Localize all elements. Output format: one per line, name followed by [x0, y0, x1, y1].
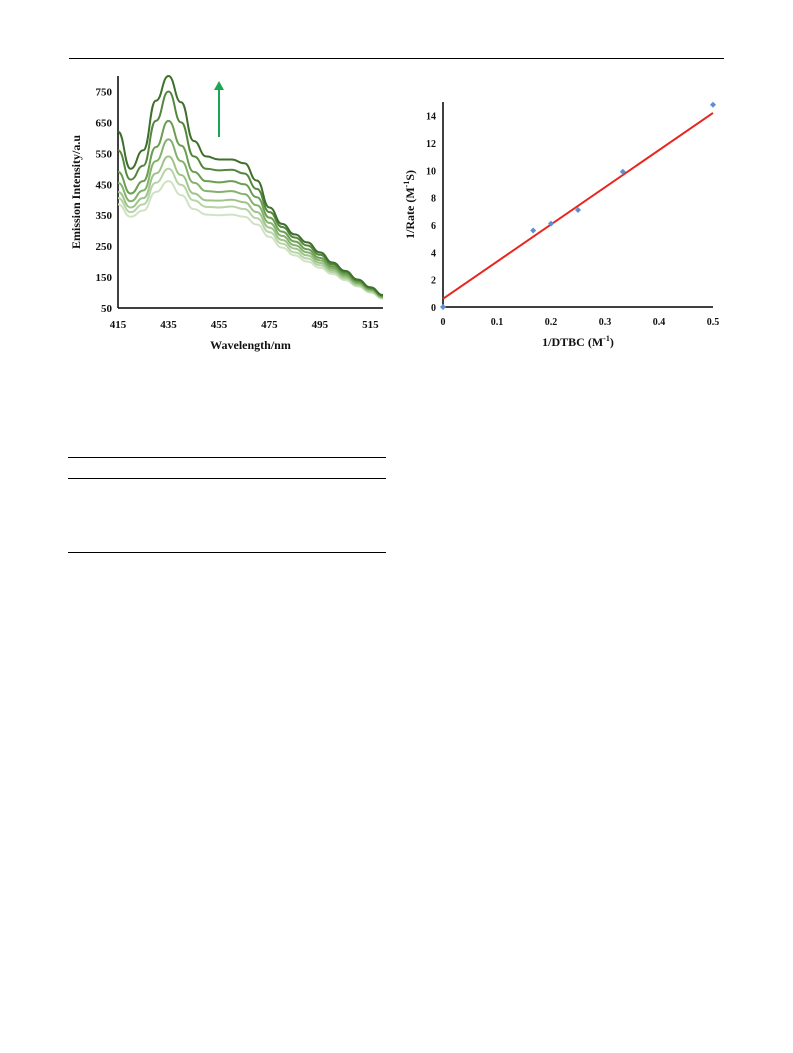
data-point-5 — [619, 168, 626, 175]
spectrum-line-3 — [117, 155, 384, 299]
table-header-rule — [68, 478, 386, 479]
x-axis-title: Wavelength/nm — [210, 338, 291, 352]
y-axis-title: 1/Rate (M-1S) — [402, 170, 417, 239]
x-tick-label: 455 — [211, 319, 228, 331]
x-tick-label: 515 — [362, 319, 379, 331]
x-tick-label: 495 — [312, 319, 329, 331]
data-point-4 — [575, 206, 581, 213]
x-tick-label: 415 — [110, 319, 127, 331]
page-header-rule — [69, 58, 724, 59]
x-tick-label: 475 — [261, 319, 278, 331]
x-tick-label: 0 — [441, 317, 446, 328]
data-point-6 — [710, 101, 716, 108]
y-tick-label: 12 — [426, 139, 436, 150]
y-tick-label: 50 — [101, 303, 113, 315]
x-tick-label: 0.4 — [653, 317, 666, 328]
lineweaver-burk-chart: 0 2 4 6 8 10 12 14 0 0.1 0.2 0.3 0.4 0.5 1/DTBC (M-1) 1… — [402, 101, 720, 349]
spectrum-line-1 — [117, 180, 384, 300]
y-tick-label: 10 — [426, 166, 436, 177]
y-tick-label: 4 — [431, 248, 436, 259]
y-tick-label: 8 — [431, 194, 436, 205]
y-tick-label: 450 — [96, 179, 113, 191]
y-tick-label: 150 — [96, 272, 113, 284]
y-tick-label: 0 — [431, 303, 436, 314]
x-tick-label: 435 — [160, 319, 177, 331]
table-bottom-rule — [68, 552, 386, 553]
x-tick-label: 0.5 — [707, 317, 720, 328]
linear-fit-line — [442, 112, 714, 300]
y-tick-label: 6 — [431, 221, 436, 232]
y-tick-label: 350 — [96, 210, 113, 222]
y-tick-label: 750 — [96, 86, 113, 98]
x-tick-label: 0.1 — [491, 317, 504, 328]
y-tick-label: 2 — [431, 276, 436, 287]
spectrum-line-5 — [117, 119, 384, 298]
data-point-2 — [530, 227, 537, 234]
spectrum-line-4 — [117, 138, 384, 298]
data-point-3 — [548, 220, 554, 227]
increase-arrow-head — [214, 81, 224, 90]
emission-spectrum-chart: 50 150 250 350 450 550 650 750 415 435 455 475 495 51… — [69, 74, 384, 352]
spectrum-line-7 — [117, 74, 384, 297]
y-tick-label: 650 — [96, 117, 113, 129]
table-top-rule — [68, 457, 386, 458]
y-tick-label: 550 — [96, 148, 113, 160]
x-tick-label: 0.2 — [545, 317, 558, 328]
x-tick-label: 0.3 — [599, 317, 612, 328]
spectrum-line-2 — [117, 167, 384, 300]
x-axis-title: 1/DTBC (M-1) — [542, 334, 614, 349]
y-tick-label: 250 — [96, 241, 113, 253]
data-point-1 — [440, 304, 446, 310]
y-axis-title: Emission Intensity/a.u — [69, 135, 83, 249]
y-tick-label: 14 — [426, 112, 436, 123]
